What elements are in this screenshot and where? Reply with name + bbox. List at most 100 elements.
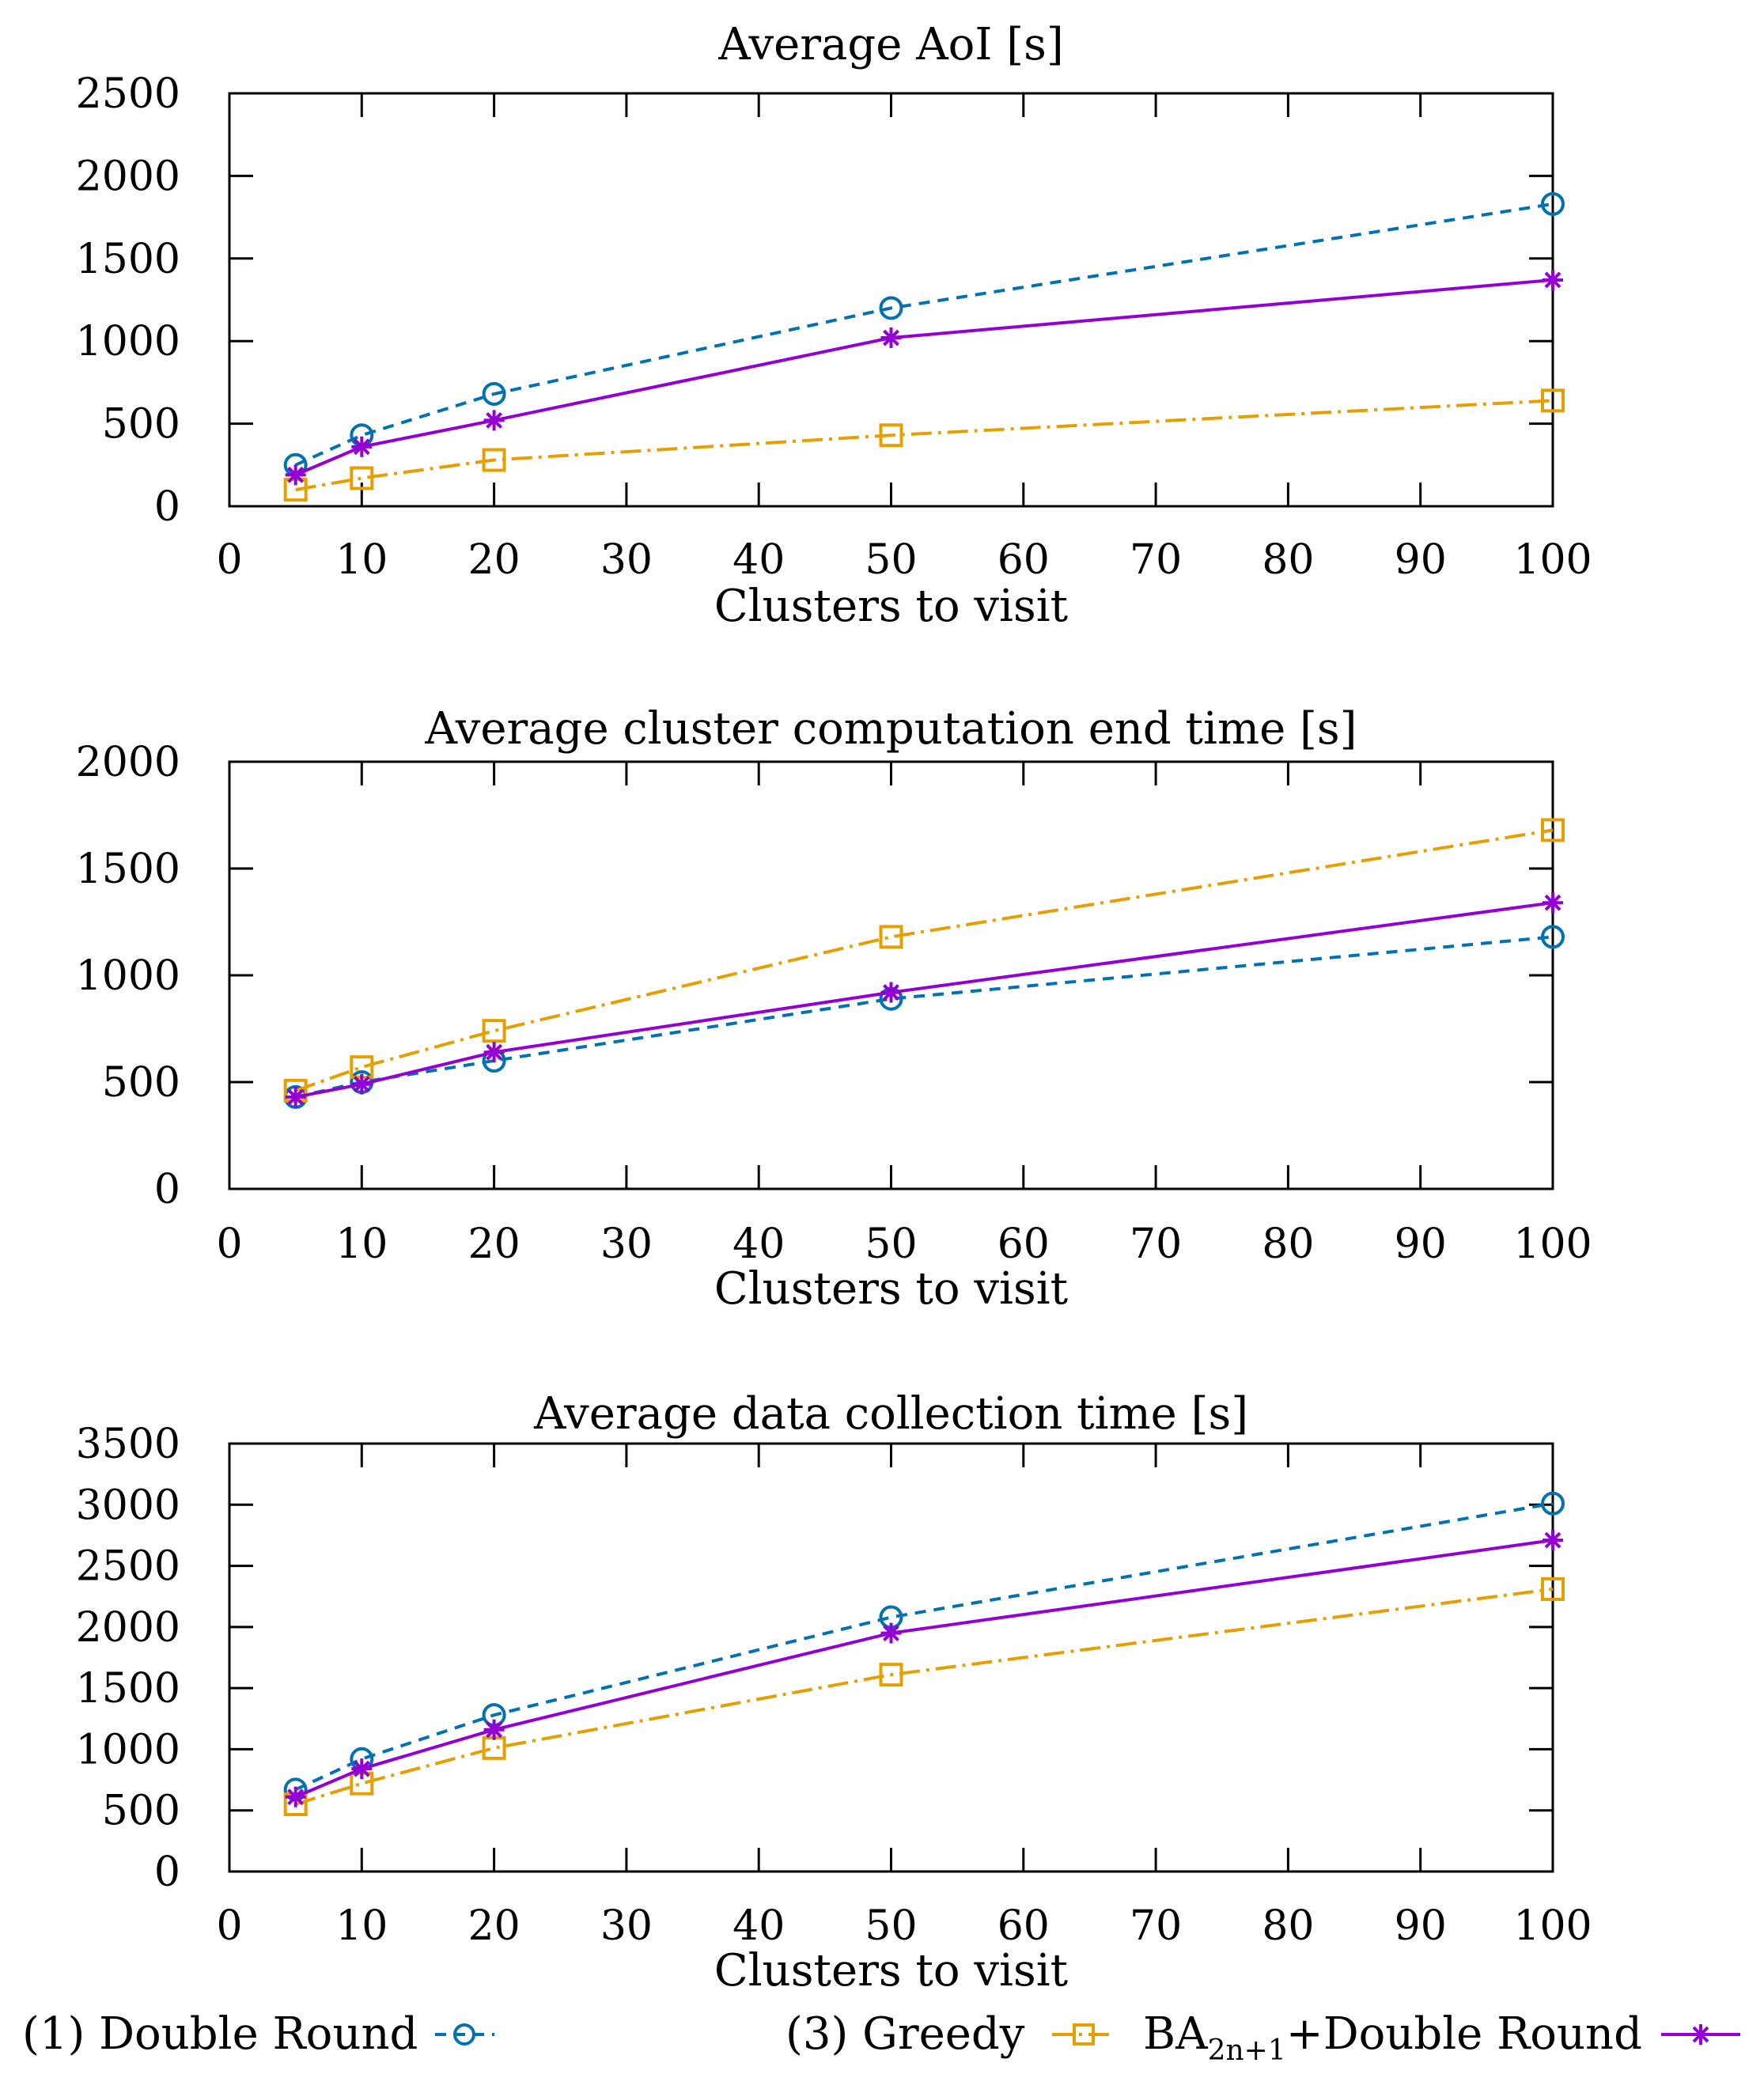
x-tick-label: 100 xyxy=(1513,1902,1592,1950)
x-tick-label: 50 xyxy=(865,536,917,584)
x-tick-label: 90 xyxy=(1395,1221,1447,1268)
series-line xyxy=(295,901,1554,1099)
x-tick-label: 70 xyxy=(1130,536,1182,584)
x-tick-label: 10 xyxy=(335,1902,388,1950)
data-point xyxy=(880,327,902,349)
x-tick-label: 80 xyxy=(1262,1221,1314,1268)
series-line xyxy=(295,1587,1554,1806)
legend-label-double-round: (1) Double Round xyxy=(22,2008,418,2060)
legend-swatch-double-round xyxy=(435,2023,494,2046)
y-tick-label: 1000 xyxy=(76,952,180,1000)
x-tick-label: 30 xyxy=(600,536,653,584)
data-point xyxy=(285,1786,306,1807)
legend-ba-subscript: 2n+1 xyxy=(1208,2034,1286,2067)
data-point xyxy=(880,1622,902,1644)
data-point xyxy=(351,1758,373,1780)
series-line xyxy=(295,935,1554,1099)
x-tick-label: 60 xyxy=(997,1902,1050,1950)
x-tick-label: 40 xyxy=(732,536,785,584)
y-tick-label: 500 xyxy=(102,401,180,448)
data-point xyxy=(1541,388,1565,413)
x-tick-label: 0 xyxy=(216,1902,242,1950)
data-point xyxy=(1541,1576,1565,1601)
series-ba-double-round xyxy=(285,269,1563,486)
data-point xyxy=(1541,818,1565,842)
x-tick-label: 90 xyxy=(1395,536,1447,584)
x-tick-label: 40 xyxy=(732,1221,785,1268)
chart-panel-3: Average data collection time [s] 0 10 20 30 4… xyxy=(76,1388,1592,1996)
legend: (1) Double Round (3) Greedy BA2n+1+Doubl… xyxy=(22,2008,1740,2067)
plot-frame xyxy=(228,760,1554,1190)
y-tick-label: 1500 xyxy=(76,236,180,283)
x-tick-label: 100 xyxy=(1513,1221,1592,1268)
chart-title: Average cluster computation end time [s] xyxy=(425,703,1357,755)
data-point xyxy=(285,1086,306,1107)
data-point xyxy=(1541,925,1565,949)
data-point xyxy=(1543,269,1563,290)
x-axis-label: Clusters to visit xyxy=(714,1263,1069,1315)
x-tick-label: 0 xyxy=(216,536,242,584)
y-tick-label: 2500 xyxy=(76,1543,180,1591)
y-tick-label: 2000 xyxy=(76,739,180,786)
x-tick-label: 30 xyxy=(600,1221,653,1268)
x-tick-label: 40 xyxy=(732,1902,785,1950)
data-point xyxy=(483,1042,505,1063)
series-line xyxy=(294,202,1554,467)
data-point xyxy=(879,296,903,320)
y-tick-label: 1500 xyxy=(76,1665,180,1713)
y-tick-label: 0 xyxy=(154,1849,180,1896)
data-point xyxy=(879,423,903,448)
x-tick-label: 60 xyxy=(997,536,1050,584)
y-tick-label: 1000 xyxy=(76,1726,180,1773)
x-tick-label: 70 xyxy=(1130,1902,1182,1950)
plot-frame xyxy=(228,1442,1554,1873)
y-tick-label: 1000 xyxy=(76,318,180,365)
legend-ba-suffix: +Double Round xyxy=(1286,2008,1642,2060)
x-tick-label: 70 xyxy=(1130,1221,1182,1268)
legend-label-ba-double-round: BA2n+1+Double Round xyxy=(1143,2008,1642,2067)
x-axis-label: Clusters to visit xyxy=(714,1945,1069,1996)
series-ba-double-round xyxy=(285,1530,1563,1807)
data-point xyxy=(351,436,373,457)
x-tick-label: 10 xyxy=(335,1221,388,1268)
x-tick-label: 80 xyxy=(1262,1902,1314,1950)
x-tick-label: 20 xyxy=(468,1221,520,1268)
x-tick-label: 90 xyxy=(1395,1902,1447,1950)
series-line xyxy=(294,828,1554,1092)
y-tick-label: 500 xyxy=(102,1059,180,1107)
chart-title: Average data collection time [s] xyxy=(533,1388,1248,1440)
x-tick-label: 100 xyxy=(1513,536,1592,584)
data-point xyxy=(1543,892,1563,914)
y-tick-label: 2000 xyxy=(76,1604,180,1652)
data-point xyxy=(482,1019,506,1043)
legend-label-greedy: (3) Greedy xyxy=(785,2008,1025,2060)
y-tick-label: 2000 xyxy=(76,153,180,200)
y-tick-label: 500 xyxy=(102,1788,180,1835)
x-tick-label: 20 xyxy=(468,536,520,584)
x-tick-label: 80 xyxy=(1262,536,1314,584)
series-line xyxy=(294,1501,1554,1792)
data-point xyxy=(1541,191,1565,216)
data-point xyxy=(1543,1530,1563,1551)
data-point xyxy=(285,464,306,486)
data-point xyxy=(483,410,505,431)
series-greedy xyxy=(283,388,1565,502)
data-point xyxy=(350,466,374,490)
data-point xyxy=(880,982,902,1003)
data-point xyxy=(1541,1491,1565,1516)
data-point xyxy=(351,1073,373,1095)
y-tick-label: 0 xyxy=(154,1166,180,1213)
legend-swatch-greedy xyxy=(1052,2023,1115,2046)
x-tick-label: 50 xyxy=(865,1902,917,1950)
x-tick-label: 0 xyxy=(216,1221,242,1268)
x-axis-label: Clusters to visit xyxy=(714,581,1069,632)
data-point xyxy=(483,1719,505,1740)
y-tick-label: 0 xyxy=(154,483,180,531)
data-point xyxy=(482,382,506,407)
series-double-round xyxy=(283,925,1565,1109)
legend-ba-prefix: BA xyxy=(1143,2008,1208,2060)
x-tick-label: 60 xyxy=(997,1221,1050,1268)
data-point xyxy=(879,1663,903,1687)
y-tick-label: 3000 xyxy=(76,1482,180,1529)
